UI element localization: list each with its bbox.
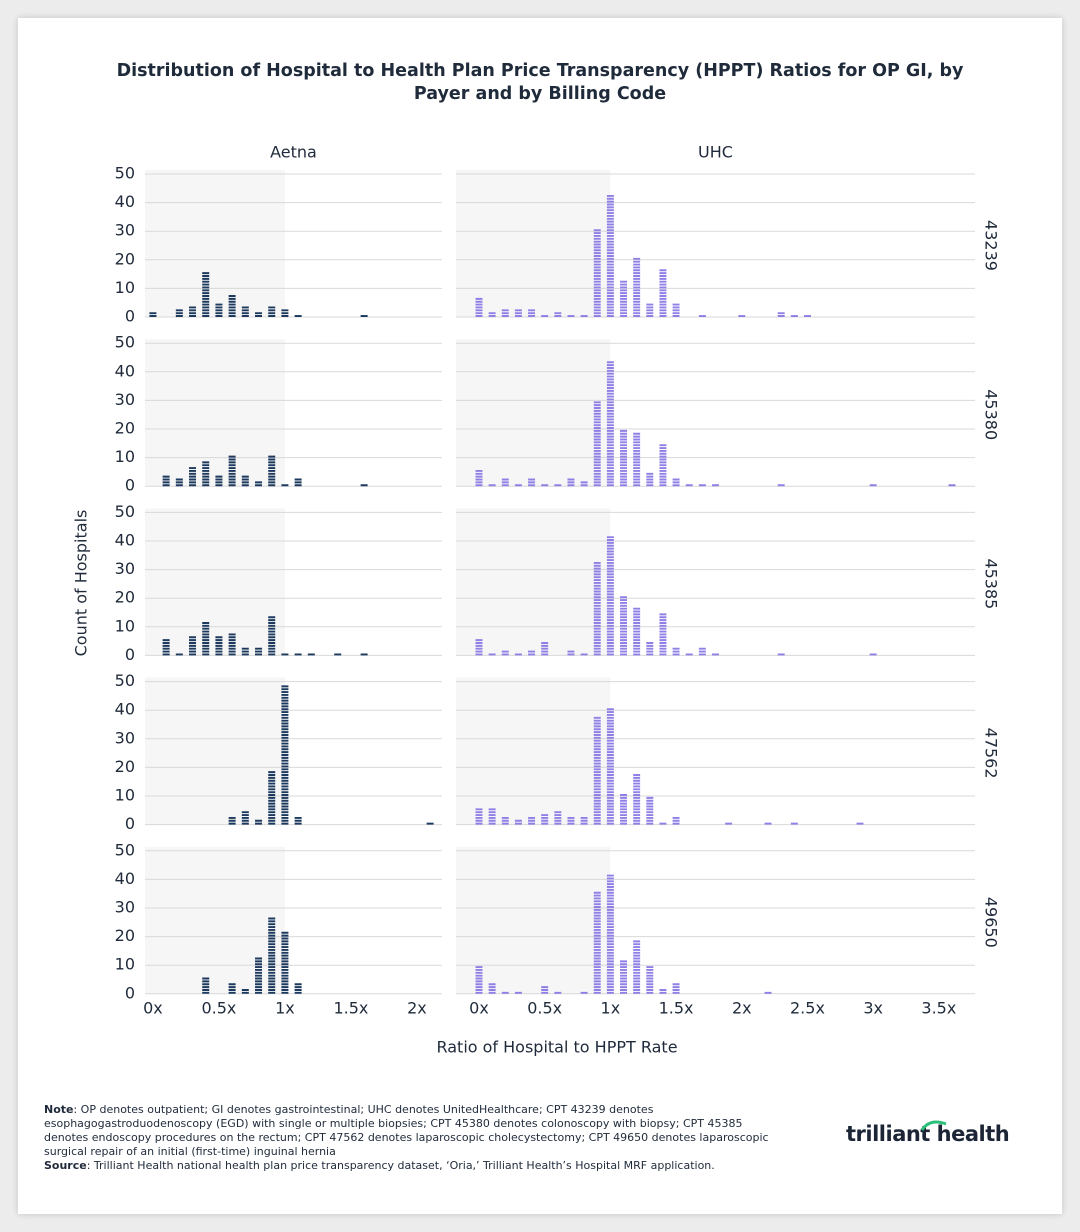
y-tick-label: 10 [115,278,135,297]
logo: trilliant health [846,1122,1010,1146]
row-label: 43239 [982,220,1001,271]
panel-shade [145,677,285,825]
column-header: Aetna [270,143,317,162]
y-tick-label: 0 [125,645,135,664]
x-tick-label: 3x [863,999,883,1018]
chart-title: Payer and by Billing Code [414,84,666,104]
y-tick-label: 40 [115,869,135,888]
y-axis-label: Count of Hospitals [72,510,91,657]
x-tick-label: 0.5x [201,999,236,1018]
panel-shade [456,339,611,487]
panel-shade [145,846,285,994]
note-label: Note [44,1103,74,1116]
x-tick-label: 1.5x [659,999,694,1018]
y-tick-label: 50 [115,502,135,521]
y-tick-label: 50 [115,840,135,859]
source-text: : Trilliant Health national health plan … [86,1159,715,1172]
y-tick-label: 30 [115,559,135,578]
panel-shade [456,846,611,994]
x-tick-label: 2x [407,999,427,1018]
row-label: 45385 [982,558,1001,609]
panel-shade [456,508,611,656]
y-tick-label: 30 [115,728,135,747]
panel-shade [145,508,285,656]
y-tick-label: 40 [115,192,135,211]
x-tick-label: 1x [275,999,295,1018]
y-tick-label: 0 [125,476,135,495]
row-label: 49650 [982,897,1001,948]
y-tick-label: 10 [115,955,135,974]
x-tick-label: 2x [732,999,752,1018]
y-tick-label: 0 [125,814,135,833]
x-tick-label: 0.5x [527,999,562,1018]
y-tick-label: 30 [115,221,135,240]
note: Note: OP denotes outpatient; GI denotes … [44,1103,784,1159]
x-tick-label: 0x [143,999,163,1018]
x-tick-label: 1x [601,999,621,1018]
x-tick-label: 3.5x [921,999,956,1018]
source: Source: Trilliant Health national health… [44,1159,784,1173]
y-tick-label: 20 [115,249,135,268]
x-tick-label: 0x [469,999,489,1018]
panel-shade [456,677,611,825]
y-tick-label: 10 [115,447,135,466]
row-label: 47562 [982,728,1001,779]
y-tick-label: 50 [115,164,135,183]
note-text: : OP denotes outpatient; GI denotes gast… [44,1103,769,1158]
column-header: UHC [698,143,733,162]
y-tick-label: 20 [115,588,135,607]
y-tick-label: 30 [115,390,135,409]
y-tick-label: 50 [115,671,135,690]
x-tick-label: 1.5x [333,999,368,1018]
y-tick-label: 40 [115,531,135,550]
x-axis-label: Ratio of Hospital to HPPT Rate [436,1038,677,1057]
panel-shade [145,170,285,317]
y-tick-label: 40 [115,361,135,380]
y-tick-label: 10 [115,616,135,635]
notes: Note: OP denotes outpatient; GI denotes … [44,1103,784,1173]
x-tick-label: 2.5x [790,999,825,1018]
panel-shade [145,339,285,487]
y-tick-label: 20 [115,419,135,438]
source-label: Source [44,1159,87,1172]
y-tick-label: 20 [115,926,135,945]
y-tick-label: 30 [115,898,135,917]
y-tick-label: 20 [115,757,135,776]
y-tick-label: 0 [125,983,135,1002]
y-tick-label: 10 [115,786,135,805]
y-tick-label: 50 [115,333,135,352]
panel-shade [456,170,611,317]
y-tick-label: 40 [115,700,135,719]
row-label: 45380 [982,389,1001,440]
y-tick-label: 0 [125,307,135,326]
chart-title: Distribution of Hospital to Health Plan … [117,61,964,81]
